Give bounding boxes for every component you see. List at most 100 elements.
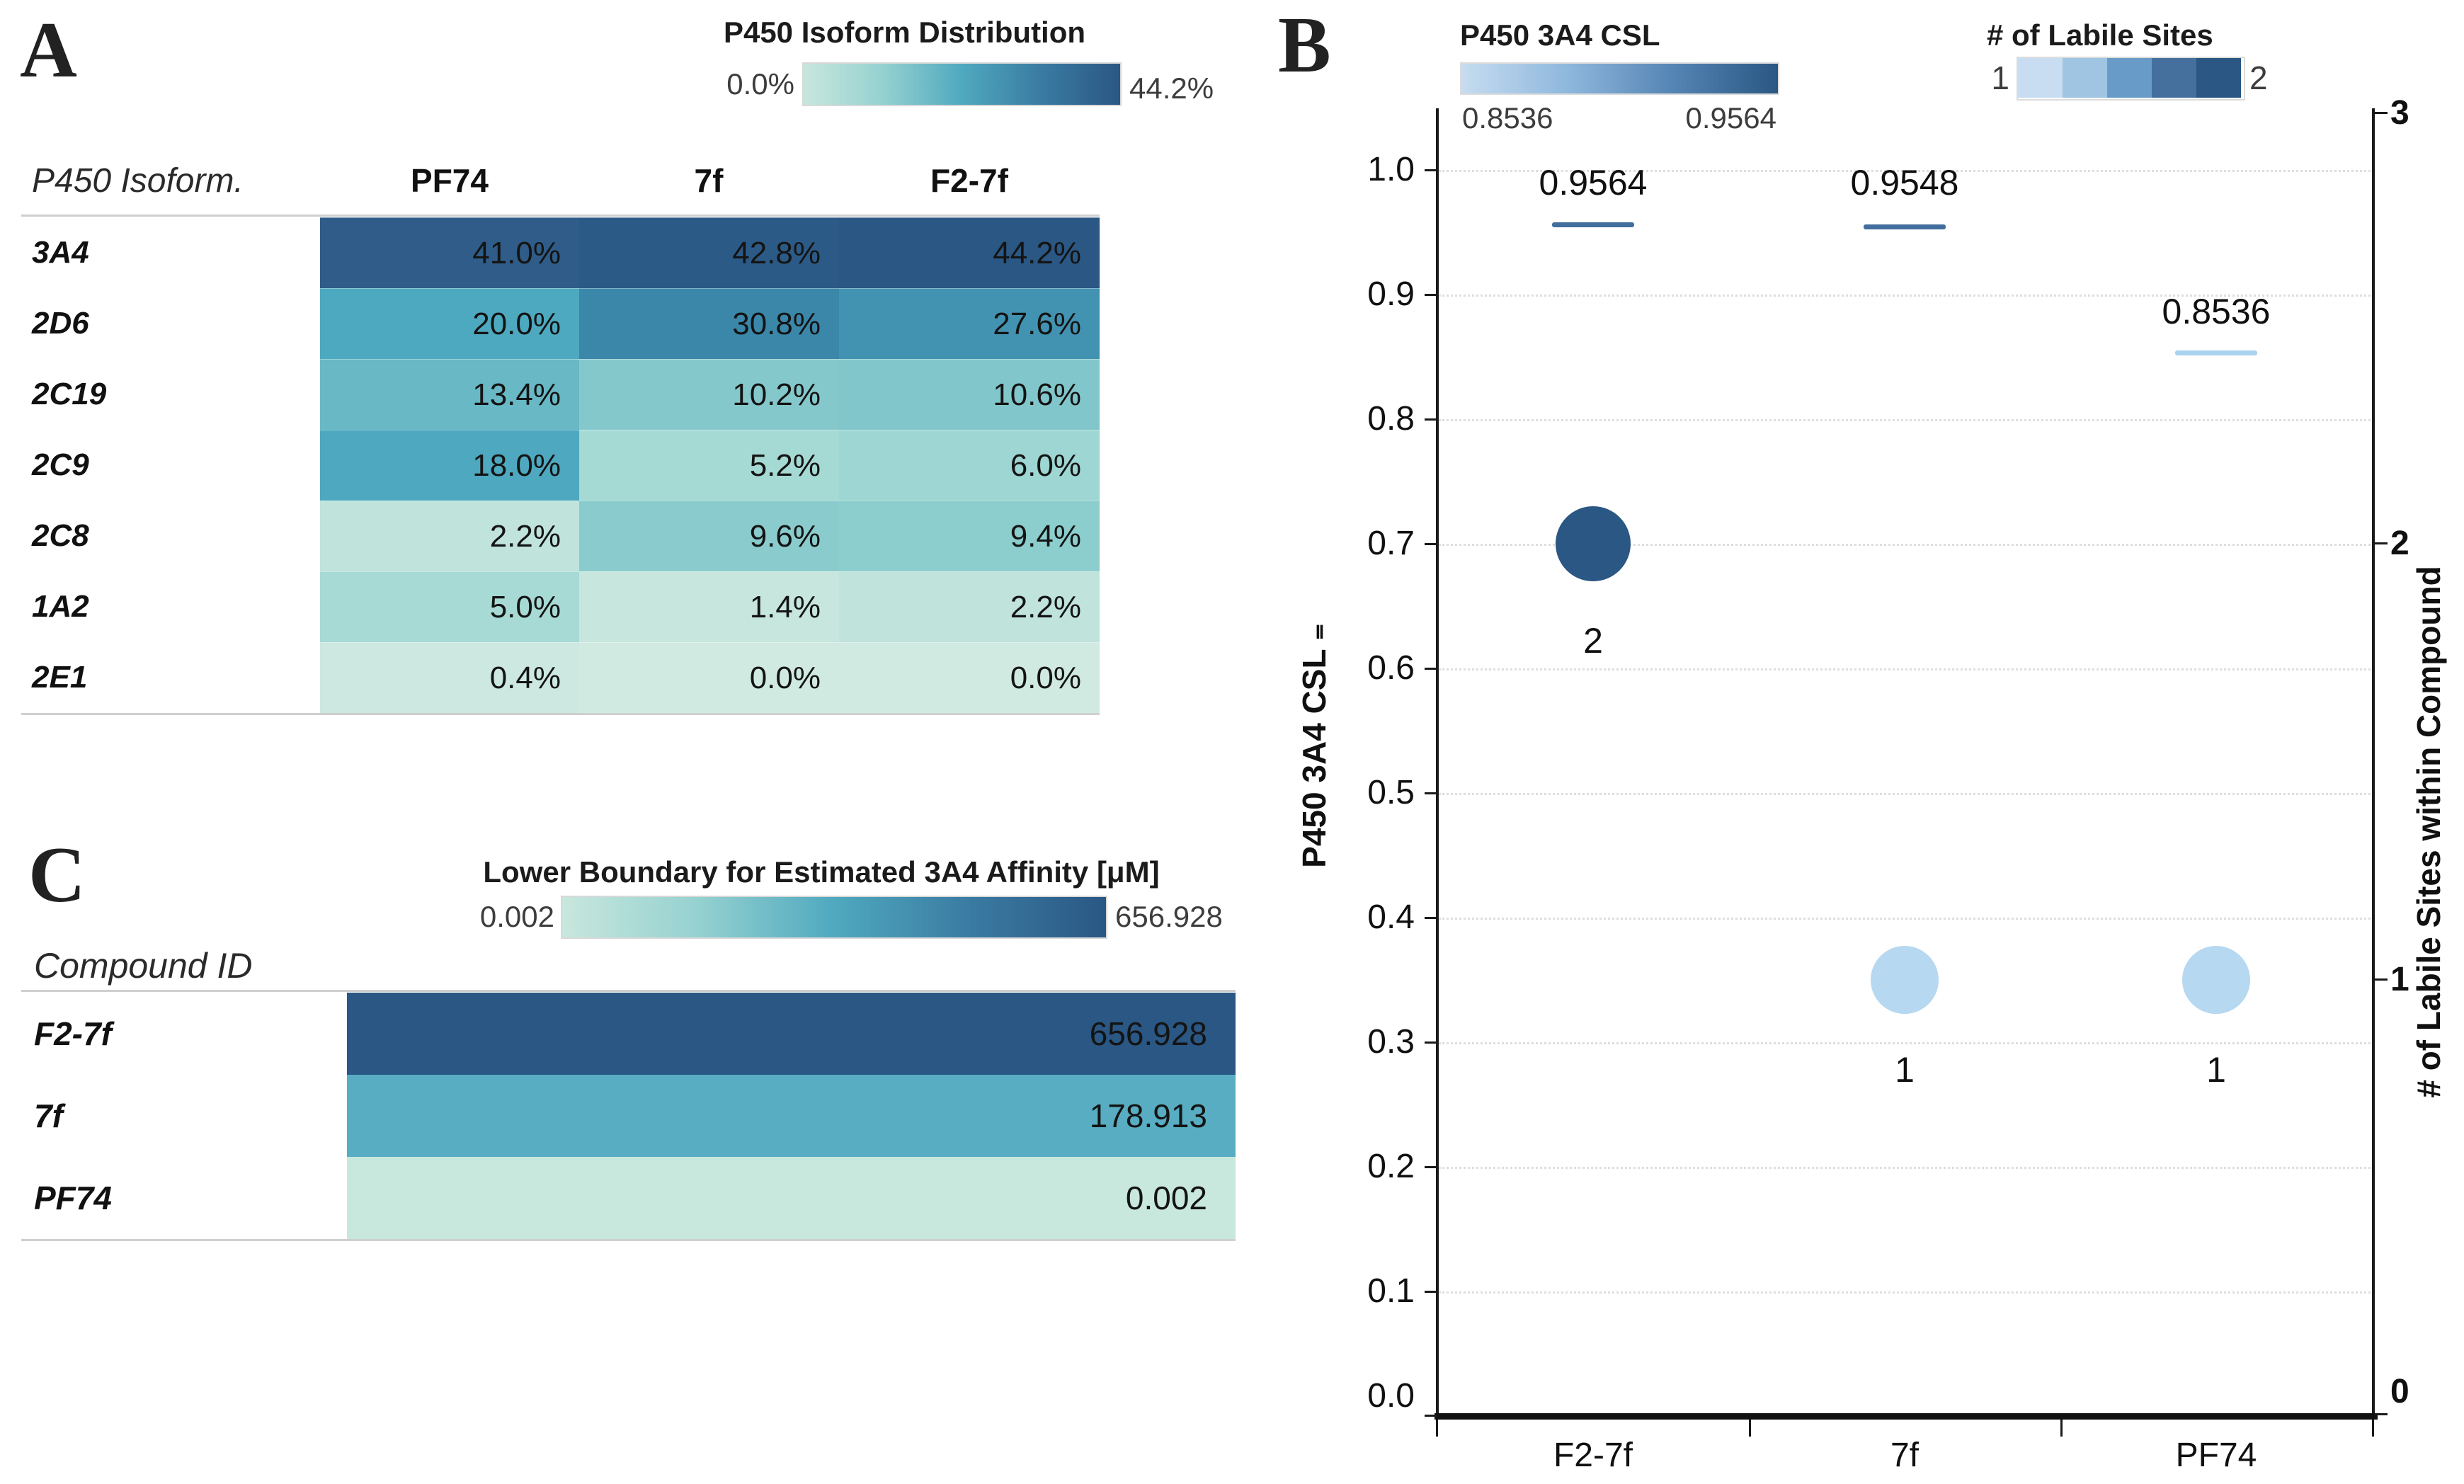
heatmap-cell: 2.2% <box>320 501 579 571</box>
heatmap-cell: 5.0% <box>320 571 579 642</box>
x-axis-line <box>1435 1413 2378 1420</box>
heatmap-cell: 42.8% <box>579 217 839 288</box>
panel-a-row-label: 2C19 <box>32 377 107 411</box>
panel-c-row-label: F2-7f <box>34 1015 112 1052</box>
panel-a-col-1: 7f <box>694 162 724 199</box>
sites-legend-max: 2 <box>2249 59 2268 96</box>
panel-c-row-header: Compound ID <box>34 946 253 986</box>
bubble-value-label: 1 <box>1895 1050 1915 1090</box>
sites-legend-title: # of Labile Sites <box>1987 18 2213 52</box>
y-tick-label: 1.0 <box>1367 151 1415 188</box>
x-tick <box>2372 1420 2374 1437</box>
x-tick-label: 7f <box>1890 1437 1920 1474</box>
labile-sites-bubble <box>1871 946 1939 1014</box>
sites-swatch <box>2063 58 2107 98</box>
panel-a-top-rule <box>21 215 1100 217</box>
panel-c-legend-max: 656.928 <box>1115 900 1223 933</box>
panel-a-row-label: 2C9 <box>32 447 89 482</box>
csl-value-label: 0.8536 <box>2162 292 2271 331</box>
panel-a-col-2: F2-7f <box>930 162 1008 199</box>
gridline <box>1439 668 2371 670</box>
panel-c-row-label: 7f <box>34 1097 63 1134</box>
heatmap-cell: 10.6% <box>839 359 1100 430</box>
panel-a-legend-title: P450 Isoform Distribution <box>723 16 1086 49</box>
panel-a-row-label: 2D6 <box>32 306 89 341</box>
csl-legend-title: P450 3A4 CSL <box>1460 18 1660 52</box>
panel-c-top-rule <box>21 990 1236 992</box>
heatmap-cell: 0.4% <box>320 642 579 713</box>
gridline <box>1439 544 2371 546</box>
sites-swatch <box>2107 58 2152 98</box>
x-tick <box>2060 1420 2063 1437</box>
heatmap-cell: 18.0% <box>320 430 579 501</box>
heatmap-cell: 2.2% <box>839 571 1100 642</box>
panel-a-col-0: PF74 <box>411 162 489 199</box>
gridline <box>1439 170 2371 172</box>
y-tick <box>1425 1166 1437 1168</box>
labile-sites-bubble <box>2182 946 2250 1014</box>
gridline <box>1439 295 2371 297</box>
y-tick <box>1425 668 1437 670</box>
left-axis-title: P450 3A4 CSL ₌ <box>1296 623 1333 868</box>
panel-a-row-label: 2C8 <box>32 518 89 553</box>
y2-tick <box>2375 978 2388 981</box>
panel-a-legend-min: 0.0% <box>726 67 794 101</box>
panel-a-row-label: 1A2 <box>32 589 89 624</box>
panel-a-row-header: P450 Isoform. <box>32 162 244 200</box>
heatmap-cell: 30.8% <box>579 288 839 359</box>
sites-swatch <box>2152 58 2196 98</box>
bubble-value-label: 1 <box>2206 1050 2226 1090</box>
x-tick <box>1749 1420 1751 1437</box>
csl-dash-mark <box>2175 350 2257 355</box>
gridline <box>1439 793 2371 795</box>
panel-c-bottom-rule <box>21 1239 1236 1241</box>
y-tick-label: 0.9 <box>1367 275 1415 313</box>
bubble-value-label: 2 <box>1583 621 1603 661</box>
csl-dash-mark <box>1552 222 1634 227</box>
csl-legend-min: 0.8536 <box>1462 101 1553 135</box>
gridline <box>1439 918 2371 920</box>
sites-legend-min: 1 <box>1991 59 2009 96</box>
heatmap-cell: 13.4% <box>320 359 579 430</box>
left-axis-line <box>1436 108 1439 1419</box>
heatmap-cell: 44.2% <box>839 217 1100 288</box>
y-tick-label: 0.5 <box>1367 774 1415 811</box>
heatmap-cell: 27.6% <box>839 288 1100 359</box>
heatmap-cell: 10.2% <box>579 359 839 430</box>
y-tick-label: 0.1 <box>1367 1272 1415 1310</box>
x-tick <box>1436 1420 1438 1437</box>
heatmap-cell: 0.0% <box>839 642 1100 713</box>
sites-swatch <box>2018 58 2063 98</box>
sites-legend-swatches <box>2017 57 2245 101</box>
csl-dash-mark <box>1864 224 1946 229</box>
y-tick-label: 0.3 <box>1367 1023 1415 1061</box>
right-axis-line <box>2372 108 2375 1419</box>
y-tick <box>1425 1041 1437 1044</box>
y2-tick <box>2375 542 2388 544</box>
csl-legend-max: 0.9564 <box>1685 101 1776 135</box>
panel-a-legend-max: 44.2% <box>1129 72 1214 105</box>
right-axis-title: # of Labile Sites within Compound <box>2410 566 2447 1098</box>
gridline <box>1439 1167 2371 1169</box>
heatmap-cell: 5.2% <box>579 430 839 501</box>
panel-c-letter: C <box>28 831 86 919</box>
y-tick-label: 0.4 <box>1367 898 1415 936</box>
gridline <box>1439 419 2371 421</box>
heatmap-cell: 6.0% <box>839 430 1100 501</box>
csl-value-label: 0.9548 <box>1850 163 1959 202</box>
csl-legend-gradient-bar <box>1460 62 1779 95</box>
csl-value-label: 0.9564 <box>1539 163 1648 202</box>
heatmap-band: 656.928 <box>347 993 1236 1075</box>
panel-a-bottom-rule <box>21 713 1100 715</box>
y-tick <box>1425 1291 1437 1293</box>
heatmap-cell: 9.4% <box>839 501 1100 571</box>
y-tick-label: 0.6 <box>1367 649 1415 687</box>
panel-c-legend-gradient-bar <box>561 896 1107 939</box>
x-tick-label: PF74 <box>2175 1437 2257 1474</box>
y-tick <box>1425 294 1437 296</box>
heatmap-band: 0.002 <box>347 1157 1236 1239</box>
heatmap-cell: 9.6% <box>579 501 839 571</box>
sites-swatch <box>2196 58 2241 98</box>
panel-a-letter: A <box>20 6 77 94</box>
